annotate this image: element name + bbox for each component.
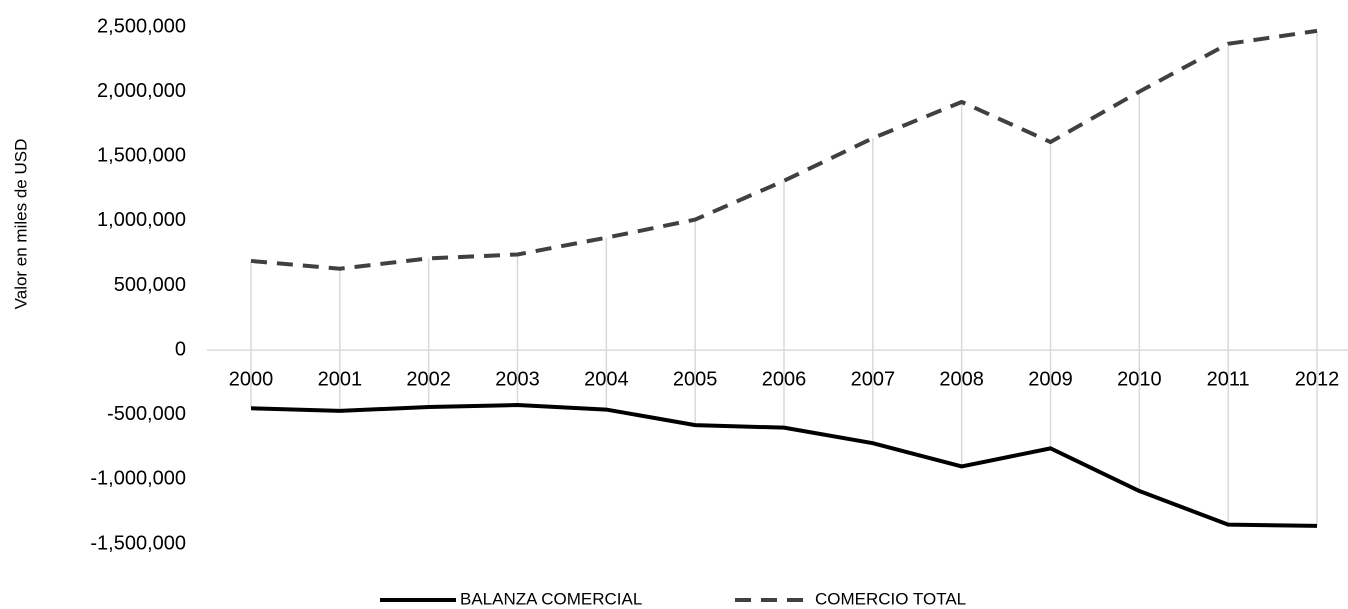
y-tick-label: 1,500,000 [97, 145, 186, 167]
x-tick-label: 2003 [495, 368, 540, 390]
x-tick-label: 2005 [673, 368, 718, 390]
x-tick-label: 2004 [584, 368, 629, 390]
line-series [250, 28, 1318, 271]
x-tick-label: 2011 [1207, 368, 1250, 390]
y-axis-label: Valor en miles de USD [11, 139, 30, 310]
x-tick-label: 2001 [318, 368, 363, 390]
line-series [250, 403, 1318, 528]
x-tick-label: 2009 [1028, 368, 1073, 390]
y-tick-label: -1,500,000 [90, 532, 186, 554]
y-tick-label: 2,500,000 [97, 15, 186, 37]
x-tick-label: 2008 [939, 368, 984, 390]
x-tick-label: 2006 [762, 368, 807, 390]
legend-label: COMERCIO TOTAL [815, 589, 966, 608]
y-tick-label: 500,000 [114, 274, 186, 296]
y-tick-label: -1,000,000 [90, 468, 186, 490]
x-tick-label: 2012 [1295, 368, 1340, 390]
legend-label: BALANZA COMERCIAL [460, 589, 642, 608]
x-tick-label: 2007 [851, 368, 896, 390]
y-tick-label: 0 [175, 338, 186, 360]
y-tick-label: -500,000 [107, 403, 186, 425]
x-tick-label: 2000 [229, 368, 274, 390]
y-tick-label: 2,000,000 [97, 80, 186, 102]
y-tick-label: 1,000,000 [97, 209, 186, 231]
x-tick-label: 2002 [406, 368, 451, 390]
x-tick-label: 2010 [1117, 368, 1162, 390]
